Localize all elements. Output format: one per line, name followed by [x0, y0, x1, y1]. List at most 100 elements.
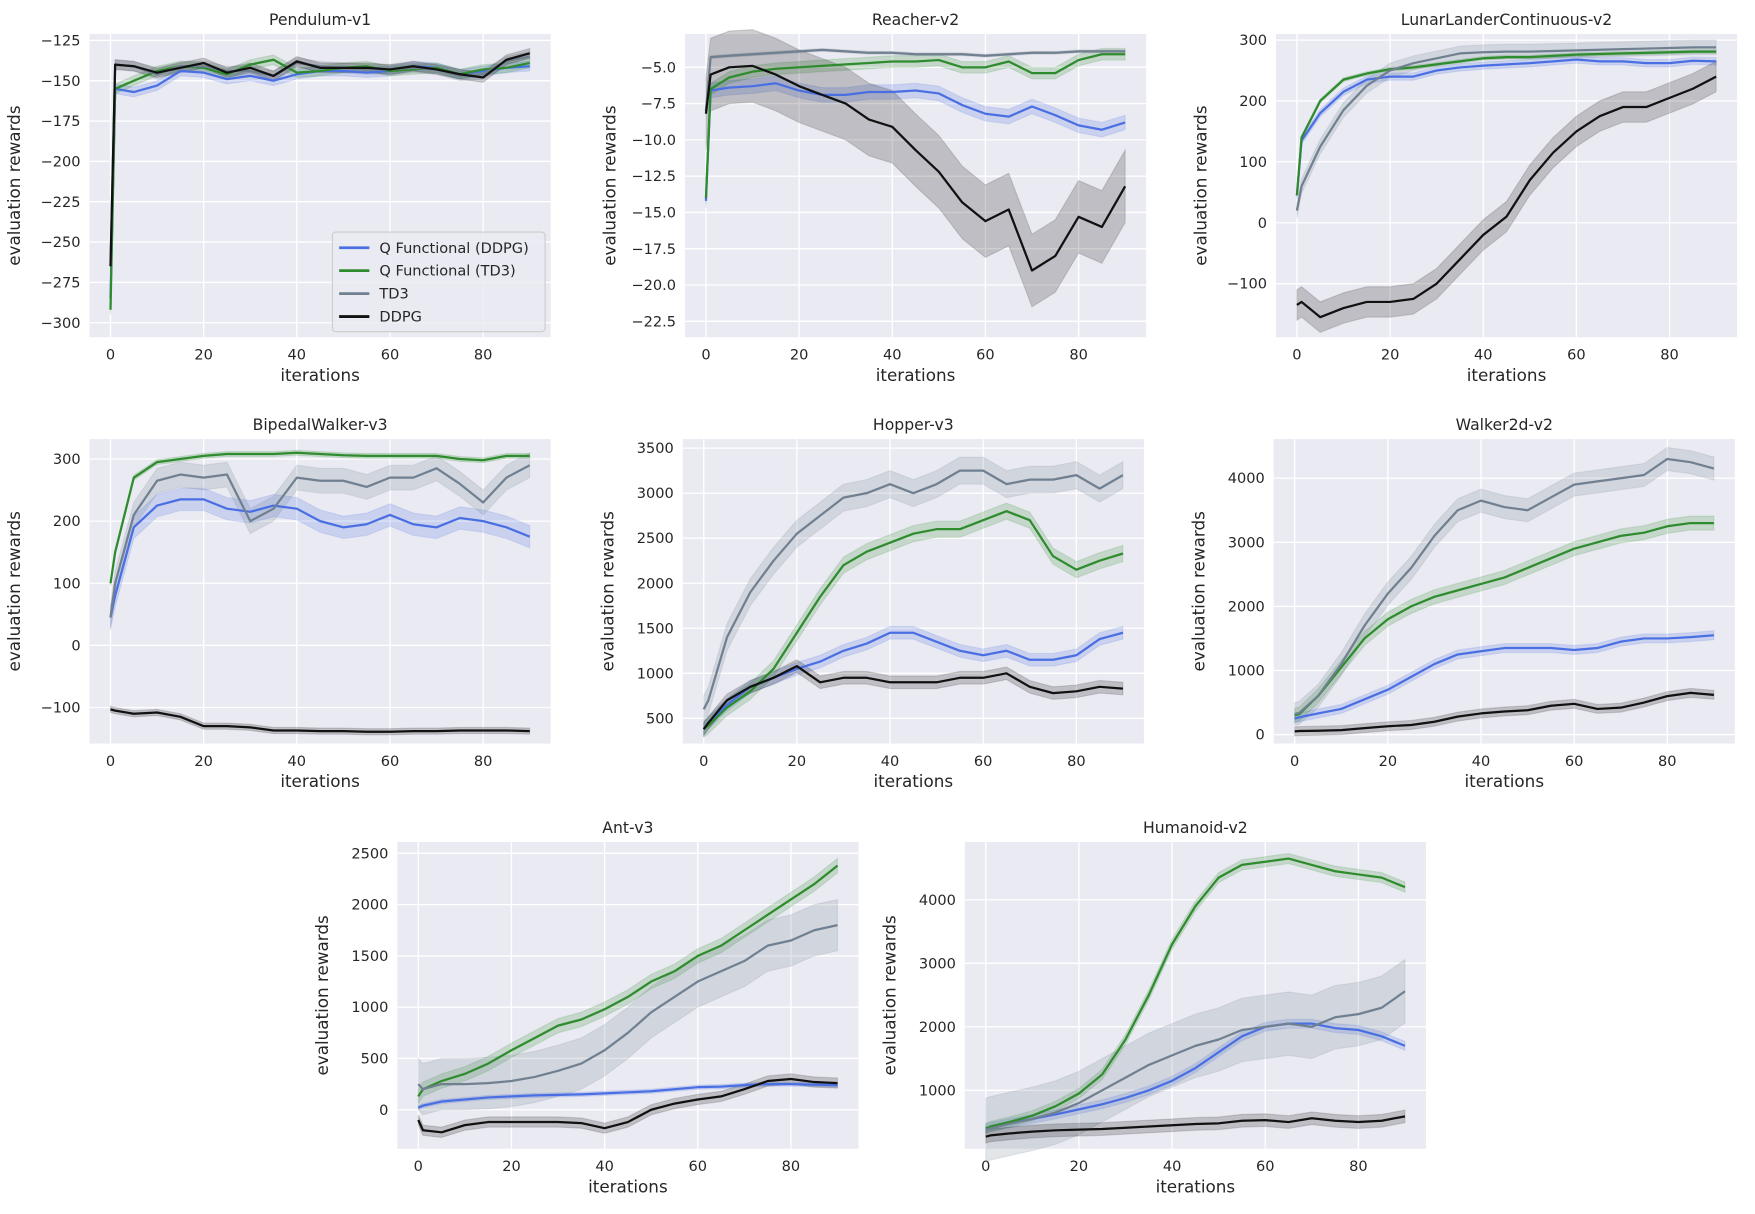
plot-area	[1275, 33, 1738, 338]
x-tick-label: 0	[414, 1158, 423, 1175]
y-tick-label: 0	[1258, 215, 1267, 232]
x-tick-label: 20	[502, 1158, 521, 1175]
x-axis-label: iterations	[280, 365, 360, 385]
confidence-band-td3	[1296, 39, 1717, 218]
y-tick-label: −150	[41, 73, 81, 90]
series-line-ddpg	[704, 64, 1127, 272]
subplot-title: Humanoid-v2	[1143, 818, 1248, 837]
subplot-humanoid-v2: 0 20 40 60 80 1000 2000 3000 4000 Humanoid-v2 iter…	[879, 818, 1426, 1196]
y-axis-label: evaluation rewards	[4, 511, 24, 671]
y-tick-label: 4000	[1228, 470, 1265, 487]
x-axis-label: iterations	[876, 365, 956, 385]
x-axis-label: iterations	[588, 1176, 668, 1196]
x-tick-label: 0	[981, 1158, 990, 1175]
series-line-ddpg	[109, 52, 531, 267]
y-tick-label: −175	[41, 113, 81, 130]
confidence-band-td3	[417, 898, 839, 1116]
x-tick-label: 20	[1381, 347, 1400, 364]
x-tick-label: 40	[288, 753, 307, 770]
x-tick-label: 20	[790, 347, 809, 364]
y-tick-label: −7.5	[641, 96, 676, 113]
subplot-ant-v3: 0 20 40 60 80 0 500 1000 1500 2000 2500 Ant-v3 itera…	[312, 818, 859, 1196]
x-tick-label: 60	[1565, 753, 1584, 770]
y-tick-label: 2000	[351, 897, 388, 914]
y-axis-label: evaluation rewards	[1191, 105, 1211, 265]
series-line-q-functional-td3-	[703, 510, 1124, 731]
x-tick-label: 20	[194, 753, 213, 770]
confidence-band-q-functional-ddpg-	[703, 625, 1124, 738]
x-axis-label: iterations	[280, 771, 360, 791]
y-tick-label: 500	[361, 1050, 389, 1067]
x-tick-label: 40	[288, 347, 307, 364]
subplot-pendulum-v1: 0 20 40 60 80 −300 −275 −250 −225 −200 −175 −150 −12…	[4, 10, 551, 385]
confidence-band-q-functional-td3-	[1296, 49, 1717, 198]
legend-label: Q Functional (TD3)	[379, 263, 515, 280]
series-line-q-functional-ddpg-	[109, 498, 531, 618]
x-tick-label: 80	[1069, 347, 1088, 364]
confidence-band-ddpg	[985, 1109, 1406, 1144]
series-line-ddpg	[110, 708, 530, 733]
series-line-ddpg	[702, 664, 1124, 730]
subplot-title: Pendulum-v1	[269, 10, 371, 29]
series-line-ddpg	[985, 1115, 1406, 1138]
x-tick-label: 0	[106, 347, 115, 364]
x-tick-label: 40	[881, 753, 900, 770]
y-tick-label: 0	[379, 1102, 388, 1119]
x-tick-label: 20	[1070, 1158, 1089, 1175]
confidence-band-q-functional-ddpg-	[705, 75, 1126, 209]
series-line-td3	[704, 48, 1126, 111]
series-line-ddpg	[1294, 691, 1714, 733]
y-tick-label: −100	[1227, 276, 1267, 293]
y-tick-label: 2500	[637, 530, 674, 547]
y-tick-label: 3000	[1228, 534, 1265, 551]
x-tick-label: 80	[782, 1158, 801, 1175]
x-tick-label: 20	[194, 347, 213, 364]
x-tick-label: 20	[788, 753, 807, 770]
series-line-ddpg	[417, 1077, 838, 1134]
y-tick-label: 3500	[637, 440, 674, 457]
x-tick-label: 60	[974, 753, 993, 770]
series-line-q-functional-td3-	[1294, 521, 1714, 717]
y-tick-label: −225	[41, 194, 81, 211]
legend: Q Functional (DDPG) Q Functional (TD3) TD3…	[331, 231, 546, 333]
x-tick-label: 60	[1256, 1158, 1275, 1175]
y-tick-label: 0	[71, 637, 80, 654]
y-tick-label: −125	[41, 32, 81, 49]
series-line-ddpg	[1296, 75, 1717, 319]
legend-label: Q Functional (DDPG)	[379, 240, 528, 257]
legend-label: DDPG	[379, 309, 421, 326]
confidence-band-q-functional-ddpg-	[1294, 630, 1715, 724]
series-line-td3	[985, 990, 1406, 1131]
x-tick-label: 0	[1290, 753, 1299, 770]
x-tick-label: 80	[474, 347, 493, 364]
y-tick-label: −300	[41, 315, 81, 332]
y-axis-label: evaluation rewards	[879, 915, 899, 1075]
confidence-band-q-functional-td3-	[985, 852, 1406, 1135]
subplot-title: Walker2d-v2	[1456, 415, 1553, 434]
series-line-td3	[109, 464, 531, 618]
x-tick-label: 0	[1292, 347, 1301, 364]
plot-area	[89, 439, 551, 744]
y-tick-label: 2500	[351, 845, 388, 862]
series-line-q-functional-td3-	[109, 451, 530, 584]
confidence-band-td3	[1294, 446, 1715, 727]
x-tick-label: 0	[701, 347, 710, 364]
y-tick-label: −200	[41, 153, 81, 170]
series-line-td3	[1295, 46, 1717, 211]
subplot-title: LunarLanderContinuous-v2	[1401, 10, 1612, 29]
x-tick-label: 40	[1163, 1158, 1182, 1175]
y-tick-label: −5.0	[641, 59, 676, 76]
x-tick-label: 80	[1067, 753, 1086, 770]
subplot-title: BipedalWalker-v3	[253, 415, 388, 434]
y-axis-label: evaluation rewards	[1188, 511, 1208, 671]
y-tick-label: −15.0	[631, 204, 676, 221]
y-tick-label: −12.5	[631, 168, 676, 185]
subplot-bipedalwalker-v3: 0 20 40 60 80 −100 0 100 200 300 BipedalWalker-v3 i…	[4, 415, 551, 791]
y-tick-label: 3000	[637, 485, 674, 502]
x-tick-label: 40	[883, 347, 902, 364]
plot-area	[964, 842, 1426, 1149]
x-axis-label: iterations	[1464, 771, 1544, 791]
confidence-band-q-functional-ddpg-	[109, 487, 531, 629]
x-tick-label: 60	[381, 347, 400, 364]
y-axis-label: evaluation rewards	[4, 105, 24, 265]
